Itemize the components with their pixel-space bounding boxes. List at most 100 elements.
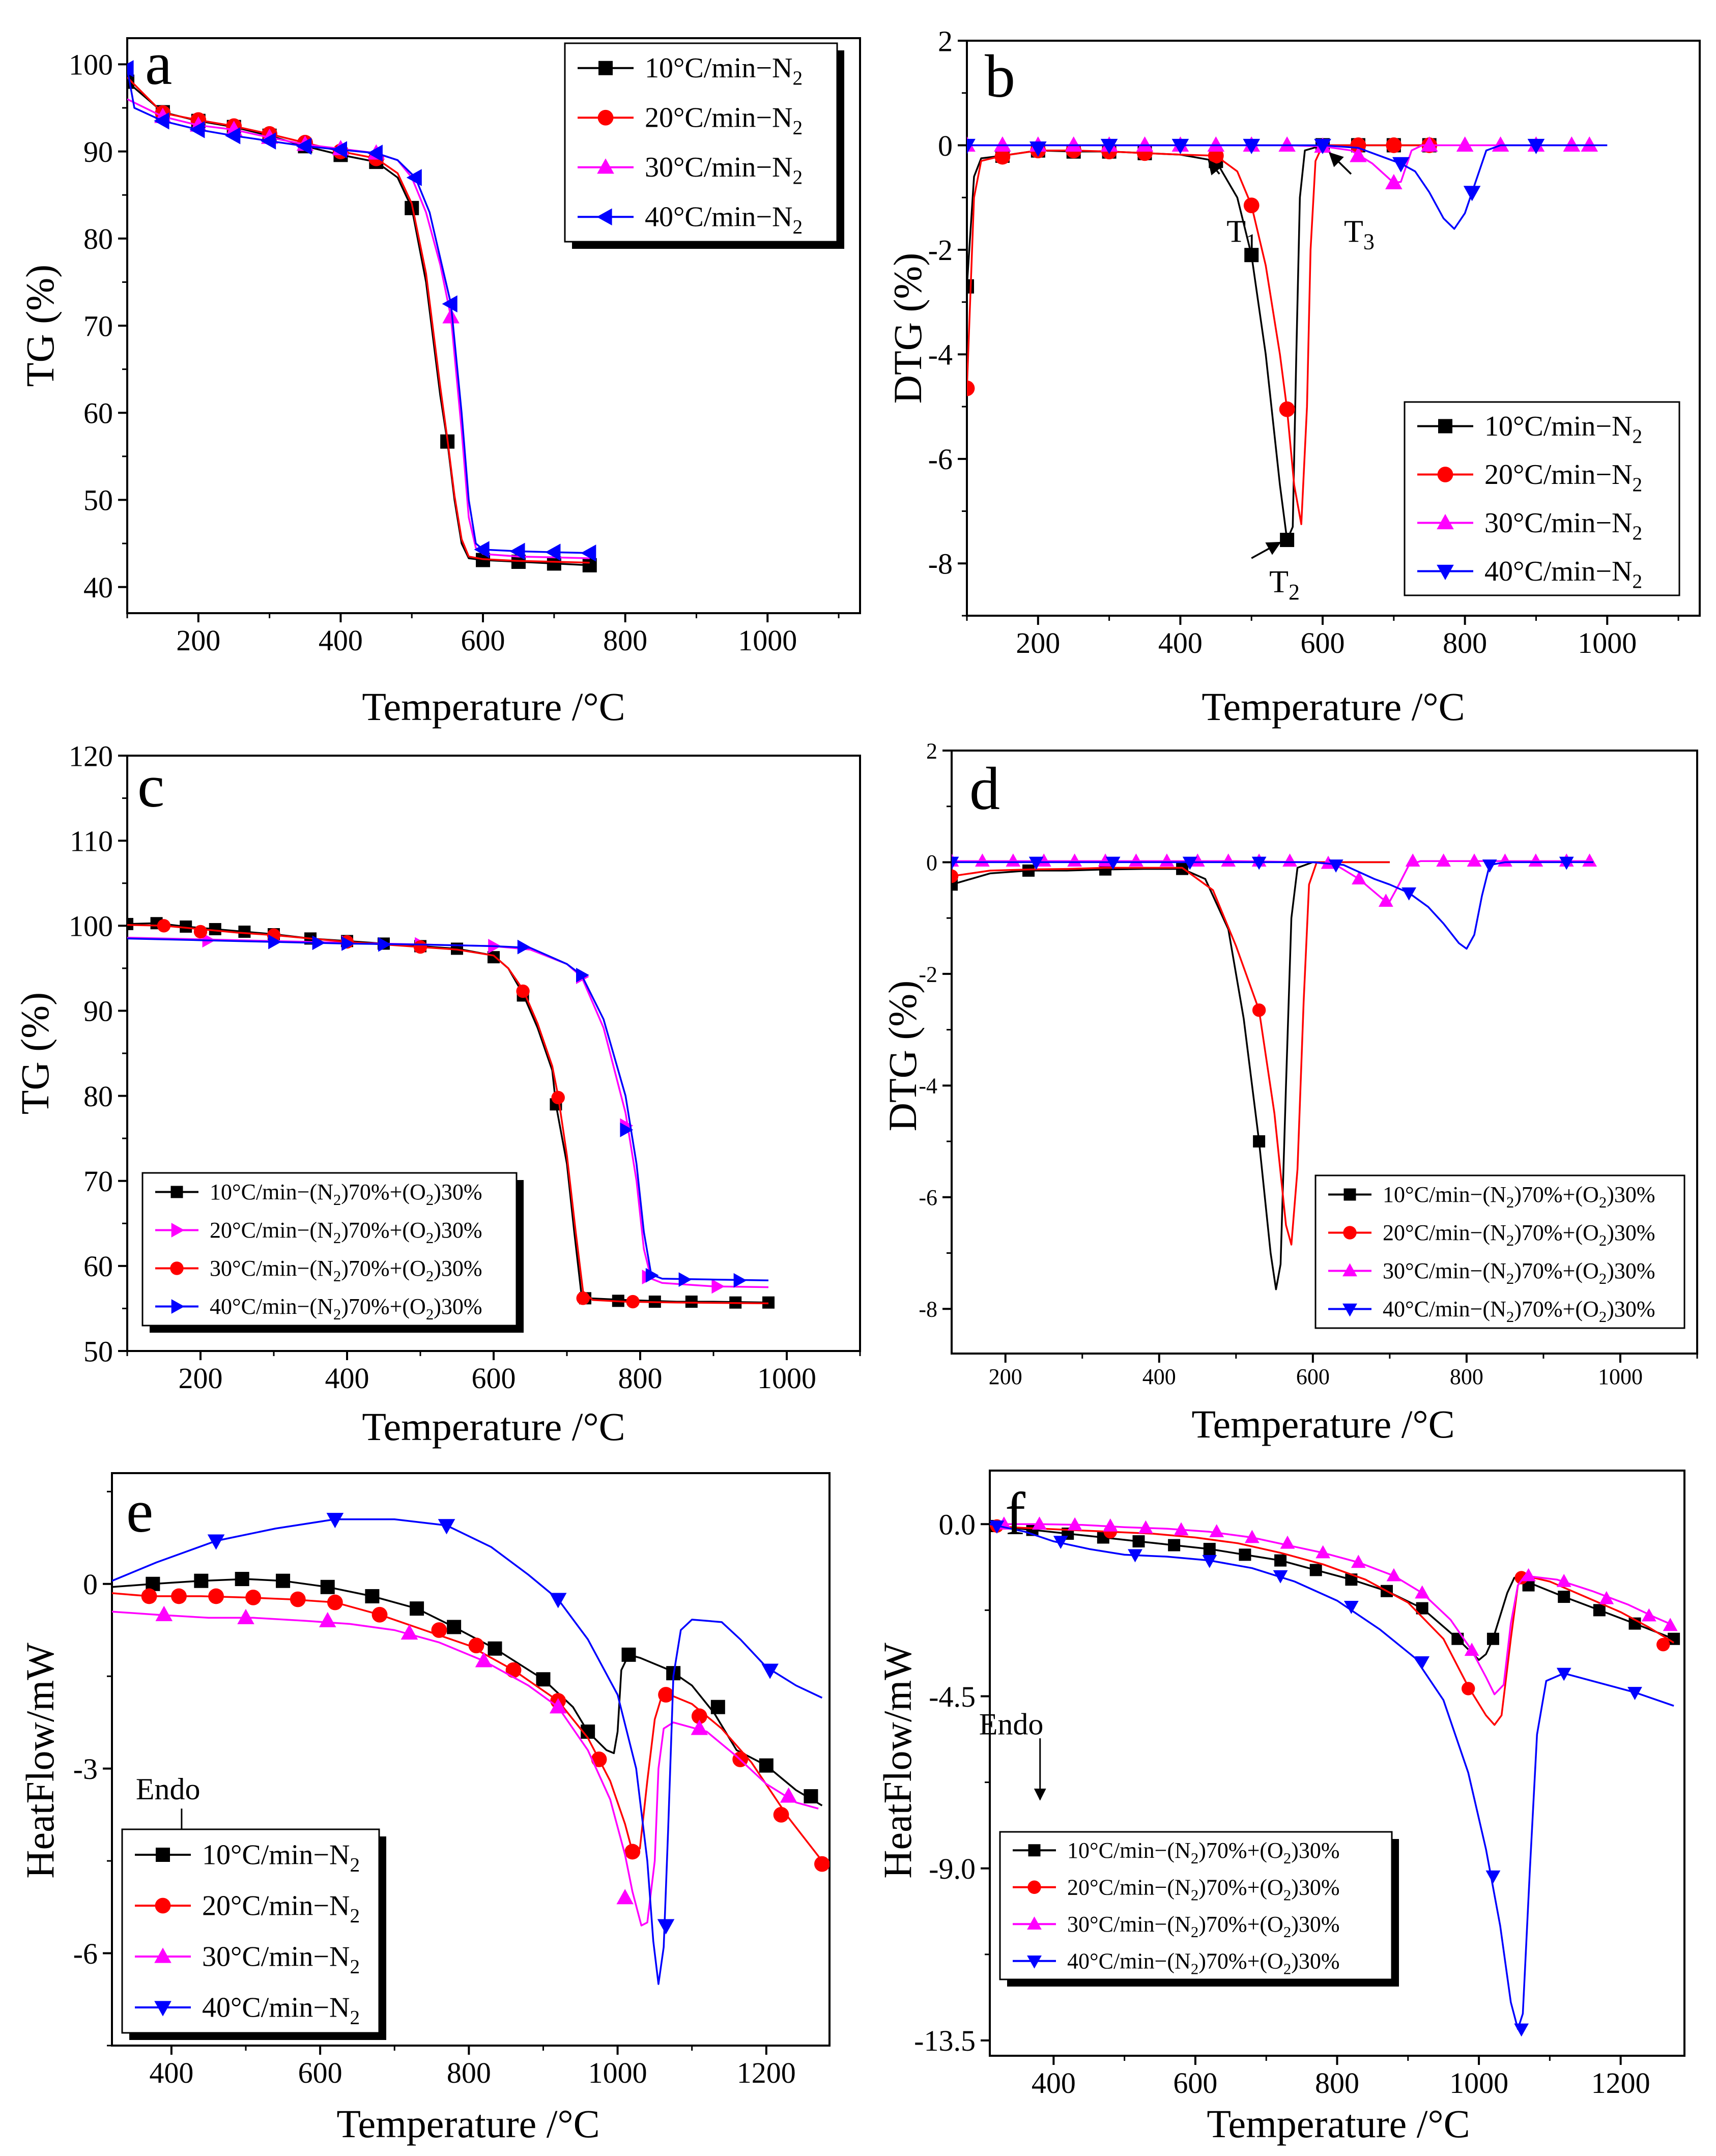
panel-d-series-2-point-7	[1159, 853, 1175, 867]
panel-a-series-2-point-7	[442, 308, 460, 324]
panel-e-series-3-point-3	[549, 1593, 567, 1608]
panel-e-series-2-point-5	[549, 1698, 567, 1714]
panel-c-series-3	[127, 934, 769, 1288]
panel-d-series-3-point-8	[1559, 856, 1574, 870]
panel-d-series-0-point-1	[1022, 864, 1035, 877]
panel-c-series-2	[127, 919, 769, 1309]
panel-e-series-0-point-9	[536, 1672, 551, 1687]
panel-a-ytick-label-3: 70	[83, 309, 113, 342]
panel-e-ytick-label-0: -6	[73, 1937, 98, 1970]
panel-e-series-2-point-6	[616, 1889, 634, 1905]
panel-f-series-2-point-13	[1464, 1643, 1479, 1656]
panel-a-series-3-point-12	[545, 543, 561, 561]
panel-b-annotation-1-arrow	[1251, 541, 1281, 559]
panel-c-series-3-point-4	[517, 939, 531, 955]
panel-c-series-0-point-17	[685, 1296, 698, 1308]
panel-b-ylabel: DTG (%)	[885, 253, 930, 404]
panel-e-legend: 10°C/min−N2 20°C/min−N2 30°C/min−N2 40°C/mi…	[121, 1828, 386, 2040]
panel-c-series-0-point-3	[209, 923, 221, 935]
panel-a-legend-label-3: 40°C/min−N2	[645, 202, 803, 238]
panel-e-letter: e	[126, 1477, 153, 1545]
panel-b-series-2-point-17	[1563, 136, 1581, 152]
panel-f-series-2-point-11	[1386, 1568, 1402, 1582]
panel-a-legend-box	[564, 42, 838, 243]
panel-b: 200 400 600 800 1000 -8 -6 -4 -2 0 2 T1 T2 T3 10°C/min…	[885, 24, 1701, 729]
panel-b-series-1-point-0	[967, 380, 975, 396]
panel-c: 200 400 600 800 1000 50 60 70 80 90 100 110 120 10°C/…	[13, 739, 861, 1449]
panel-d-series-1-point-0	[952, 869, 959, 883]
panel-d-series-3	[952, 856, 1594, 950]
panel-e-series-3	[112, 1513, 823, 1985]
panel-e-series-1-point-6	[371, 1606, 388, 1623]
panel-f-series-2-point-3	[1103, 1518, 1118, 1532]
panel-f-series-3-point-10	[1627, 1687, 1642, 1700]
panel-a-series-0	[127, 74, 597, 572]
panel-c-series-2-point-8	[626, 1295, 640, 1309]
panel-a-plot: 200 400 600 800 1000 40 50 60 70 80 90 100 10°C/min−…	[69, 37, 861, 657]
panel-c-series-0-point-0	[127, 917, 133, 930]
panel-c-legend: 10°C/min−(N2)70%+(O2)30% 20°C/min−(N2)70%…	[141, 1172, 524, 1333]
panel-e-series-1-point-12	[624, 1844, 641, 1860]
panel-f-series-3-point-1	[1053, 1536, 1068, 1549]
panel-e-ytick-label-1: -3	[73, 1752, 98, 1786]
panel-d-series-0-point-4	[1253, 1135, 1266, 1148]
panel-b-legend-label-3: 40°C/min−N2	[1484, 556, 1642, 592]
panel-e-series-0-point-1	[194, 1573, 209, 1588]
panel-f-series-0-point-16	[1558, 1591, 1570, 1603]
panel-f-series-3	[990, 1520, 1674, 2037]
panel-e-series-1-point-0	[141, 1588, 157, 1604]
panel-f-ylabel: HeatFlow/mW	[875, 1643, 920, 1879]
panel-f-legend-marker-1	[1027, 1880, 1041, 1894]
panel-f-endo-label: Endo	[979, 1708, 1044, 1741]
panel-d-series-3-line	[952, 861, 1594, 950]
panel-d-legend-label-2: 30°C/min−(N2)70%+(O2)30%	[1383, 1258, 1655, 1287]
panel-d-series-3-point-2	[1105, 856, 1121, 870]
panel-d-series-3-point-5	[1328, 859, 1343, 873]
panel-e-series-1-point-11	[591, 1751, 607, 1767]
panel-c-series-3-point-0	[268, 934, 281, 950]
panel-c-series-3-point-6	[620, 1123, 634, 1137]
panel-b-legend-label-0: 10°C/min−N2	[1484, 411, 1642, 447]
panel-b-series-2-point-11	[1350, 147, 1367, 162]
panel-c-legend-label-1: 20°C/min−(N2)70%+(O2)30%	[210, 1218, 482, 1247]
panel-f-xtick-label-1: 600	[1173, 2066, 1217, 2100]
panel-b-series-3-point-2	[1100, 138, 1118, 154]
panel-d-ylabel: DTG (%)	[880, 981, 925, 1132]
panel-d-series-3-point-0	[952, 856, 959, 870]
panel-a-ylabel: TG (%)	[18, 265, 62, 387]
panel-f-xtick-label-3: 1000	[1449, 2066, 1508, 2100]
panel-d-series-2-point-11	[1282, 853, 1297, 867]
panel-c-legend-label-2: 30°C/min−(N2)70%+(O2)30%	[210, 1256, 482, 1285]
panel-b-series-1-point-6	[1208, 148, 1224, 164]
panel-c-ytick-label-1: 60	[83, 1250, 113, 1283]
panel-e-xtick-label-4: 1200	[737, 2056, 796, 2089]
panel-b-xtick-label-1: 400	[1158, 626, 1203, 659]
panel-c-series-0-point-11	[488, 951, 500, 964]
panel-e-series-1-point-7	[431, 1622, 447, 1638]
panel-d-series-2-point-4	[1067, 853, 1082, 867]
panel-f-series-0-point-6	[1203, 1543, 1216, 1556]
panel-f-legend-label-3: 40°C/min−(N2)70%+(O2)30%	[1067, 1948, 1340, 1977]
panel-d-series-3-point-6	[1402, 887, 1417, 901]
panel-b-annotation-2-arrow	[1329, 152, 1352, 175]
panel-a-series-3-point-8	[406, 169, 422, 186]
panel-a-series-3-point-9	[442, 295, 457, 312]
panel-a-legend-label-2: 30°C/min−N2	[645, 152, 803, 188]
panel-c-legend-marker-1	[171, 1223, 185, 1238]
panel-e-xtick-label-0: 400	[149, 2056, 193, 2089]
panel-c-ytick-label-6: 110	[70, 824, 113, 857]
panel-c-series-2-point-6	[551, 1090, 565, 1105]
panel-d-ytick-label-2: -4	[919, 1074, 937, 1099]
panel-e-series-2-point-4	[475, 1652, 493, 1668]
panel-a-xtick-label-0: 200	[176, 624, 220, 657]
panel-f-series-3-point-3	[1202, 1555, 1217, 1568]
panel-b-legend-marker-1	[1437, 467, 1453, 482]
panel-d-ytick-label-0: -8	[919, 1297, 937, 1322]
panel-c-ytick-label-7: 120	[69, 739, 113, 772]
panel-f-series-0	[990, 1519, 1680, 1661]
panel-f-legend-marker-2	[1027, 1916, 1042, 1930]
panel-b-ytick-label-4: 0	[938, 129, 953, 162]
panel-c-series-2-point-0	[157, 919, 171, 933]
panel-b-series-3-point-5	[1314, 138, 1331, 154]
